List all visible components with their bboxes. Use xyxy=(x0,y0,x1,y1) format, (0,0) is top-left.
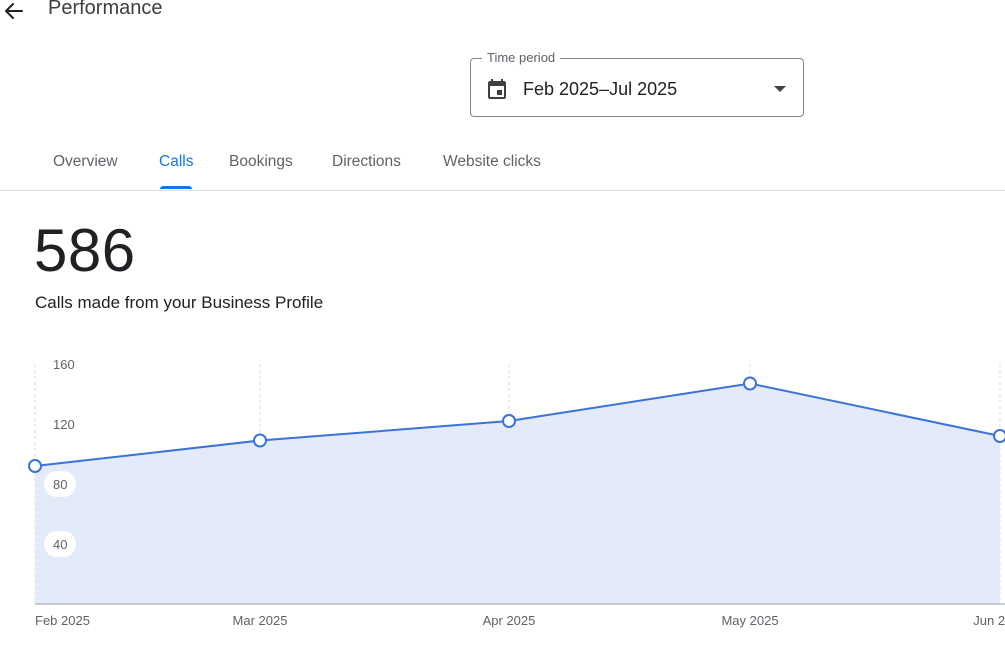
data-point-2 xyxy=(502,414,516,428)
y-tick-label-160: 160 xyxy=(53,357,75,372)
y-tick-label-40: 40 xyxy=(53,537,67,552)
data-point-1 xyxy=(253,433,267,448)
tab-bookings[interactable]: Bookings xyxy=(229,153,293,170)
calls-description: Calls made from your Business Profile xyxy=(35,293,324,312)
y-tick-pill-40 xyxy=(44,531,76,557)
time-period-label: Time period xyxy=(482,50,561,65)
tab-overview[interactable]: Overview xyxy=(53,153,118,170)
x-tick-label-2: Apr 2025 xyxy=(483,613,536,628)
series-area xyxy=(35,383,1000,604)
y-tick-pill-80 xyxy=(44,471,76,497)
time-period-select[interactable]: Time period Feb 2025–Jul 2025 xyxy=(470,50,804,117)
calendar-icon xyxy=(488,79,506,99)
data-point-4 xyxy=(993,429,1005,443)
page-header: Performance xyxy=(0,0,1005,30)
x-tick-label-1: Mar 2025 xyxy=(233,613,288,628)
tab-website-clicks[interactable]: Website clicks xyxy=(443,153,541,170)
data-point-3 xyxy=(743,376,757,391)
data-point-0 xyxy=(28,459,42,473)
page-title: Performance xyxy=(48,0,163,19)
tab-calls[interactable]: Calls xyxy=(159,153,194,170)
calls-total: 586 xyxy=(34,217,136,284)
tab-directions[interactable]: Directions xyxy=(332,153,401,170)
arrow-back-icon xyxy=(5,3,23,19)
y-tick-label-120: 120 xyxy=(53,417,75,432)
x-tick-label-0: Feb 2025 xyxy=(35,613,90,628)
x-tick-label-4: Jun 2025 xyxy=(973,613,1005,628)
time-period-value: Feb 2025–Jul 2025 xyxy=(523,79,678,99)
tab-bar: Overview Calls Bookings Directions Websi… xyxy=(0,140,1005,191)
back-button[interactable] xyxy=(2,0,26,22)
x-tick-label-3: May 2025 xyxy=(721,613,778,628)
arrow-drop-down-icon xyxy=(774,86,786,92)
active-tab-indicator xyxy=(160,186,192,189)
y-tick-label-80: 80 xyxy=(53,477,67,492)
